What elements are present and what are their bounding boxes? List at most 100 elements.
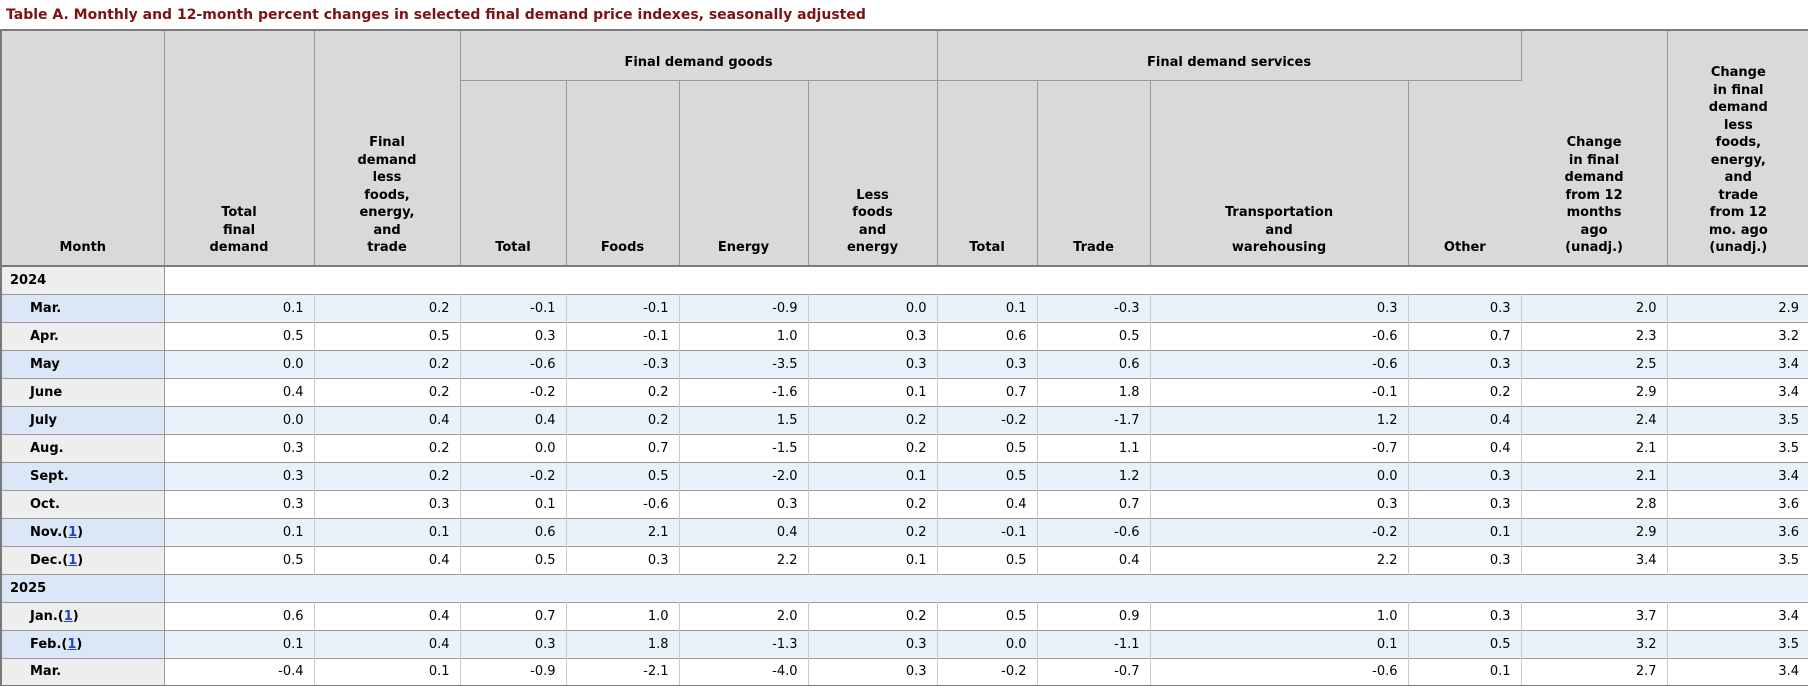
value-cell: 0.1 [164,629,315,658]
value-cell: 0.6 [460,517,567,546]
value-cell: 0.3 [314,489,461,518]
value-cell: 0.2 [314,461,461,490]
col-header-change-12mo-less: Change in final demand less foods, energ… [1667,30,1808,267]
value-cell: 3.6 [1667,489,1808,518]
footnote-link[interactable]: 1 [68,524,78,540]
value-cell: 3.2 [1521,629,1668,658]
table-header: Month Total final demand Final demand le… [1,30,1808,267]
value-cell: 3.5 [1667,433,1808,462]
value-cell: 1.8 [566,629,680,658]
footnote-link[interactable]: 1 [67,636,77,652]
value-cell: 0.7 [937,377,1038,406]
month-cell: Oct. [1,489,165,518]
col-header-services-total: Total [937,80,1038,267]
value-cell: -0.6 [1037,517,1151,546]
value-cell: 0.4 [460,405,567,434]
value-cell: 0.3 [460,321,567,350]
month-cell: July [1,405,165,434]
value-cell: 0.6 [164,601,315,630]
value-cell: 0.1 [164,517,315,546]
table-row: Mar. 0.1 0.2 -0.1 -0.1 -0.9 0.0 0.1 -0.3 0.3 0.3 2.… [1,293,1808,322]
value-cell: -1.7 [1037,405,1151,434]
value-cell: 0.4 [314,629,461,658]
value-cell: 0.1 [1150,629,1409,658]
value-cell: 0.1 [460,489,567,518]
col-header-services-other: Other [1408,80,1522,267]
value-cell: 0.2 [314,433,461,462]
value-cell: -2.0 [679,461,809,490]
value-cell: 2.1 [566,517,680,546]
value-cell: 2.1 [1521,433,1668,462]
table-row: Oct. 0.3 0.3 0.1 -0.6 0.3 0.2 0.4 0.7 0.3 0.3 2.8 3.… [1,489,1808,518]
value-cell: 1.2 [1150,405,1409,434]
col-header-goods-foods: Foods [566,80,680,267]
col-header-goods-total: Total [460,80,567,267]
sub-header-row: Total Foods Energy Less foods and energy… [1,80,1808,267]
table-row: Mar. -0.4 0.1 -0.9 -2.1 -4.0 0.3 -0.2 -0.7 -0.6 0.… [1,657,1808,686]
value-cell: 2.1 [1521,461,1668,490]
value-cell: 0.5 [937,545,1038,574]
table-body: 2024 Mar. 0.1 0.2 -0.1 -0.1 -0.9 0.0 0.1 -0.3 0.3 0… [1,265,1808,686]
value-cell: -4.0 [679,657,809,686]
value-cell: 0.3 [808,349,938,378]
footnote-link[interactable]: 1 [63,608,73,624]
value-cell: 2.3 [1521,321,1668,350]
value-cell: 3.4 [1521,545,1668,574]
table-row: Feb.(1) 0.1 0.4 0.3 1.8 -1.3 0.3 0.0 -1.1 0.1 0.5 3… [1,629,1808,658]
value-cell: 0.1 [937,293,1038,322]
value-cell: 0.3 [164,461,315,490]
value-cell: 2.8 [1521,489,1668,518]
value-cell: 3.5 [1667,405,1808,434]
year-row-spacer [164,265,1808,294]
value-cell: 2.7 [1521,657,1668,686]
value-cell: 0.3 [1408,349,1522,378]
value-cell: 2.0 [679,601,809,630]
month-cell: June [1,377,165,406]
value-cell: 0.3 [1408,461,1522,490]
value-cell: 3.4 [1667,657,1808,686]
month-cell: Jan.(1) [1,601,165,630]
table-row: May 0.0 0.2 -0.6 -0.3 -3.5 0.3 0.3 0.6 -0.6 0.3 2.5… [1,349,1808,378]
price-index-table: Month Total final demand Final demand le… [0,29,1808,686]
value-cell: 3.4 [1667,349,1808,378]
value-cell: 0.5 [1408,629,1522,658]
value-cell: 0.1 [164,293,315,322]
value-cell: 0.2 [314,293,461,322]
value-cell: 0.3 [164,433,315,462]
month-cell: Feb.(1) [1,629,165,658]
footnote-link[interactable]: 1 [68,552,78,568]
value-cell: 0.1 [1408,657,1522,686]
value-cell: 0.1 [314,657,461,686]
value-cell: 0.3 [808,657,938,686]
value-cell: -0.9 [679,293,809,322]
value-cell: -0.6 [566,489,680,518]
col-header-services-trade: Trade [1037,80,1151,267]
value-cell: 0.2 [314,349,461,378]
value-cell: 0.1 [808,461,938,490]
value-cell: 0.5 [1037,321,1151,350]
value-cell: 0.5 [937,433,1038,462]
value-cell: 0.1 [314,517,461,546]
value-cell: 0.2 [808,433,938,462]
year-cell: 2025 [1,573,165,602]
value-cell: 3.5 [1667,545,1808,574]
value-cell: 1.0 [679,321,809,350]
col-header-fd-less-foods-energy-trade: Final demand less foods, energy, and tra… [314,30,461,267]
value-cell: -1.6 [679,377,809,406]
value-cell: 0.3 [808,629,938,658]
value-cell: 0.5 [937,461,1038,490]
value-cell: 3.4 [1667,377,1808,406]
value-cell: 2.9 [1521,517,1668,546]
value-cell: 0.4 [164,377,315,406]
table-row: Nov.(1) 0.1 0.1 0.6 2.1 0.4 0.2 -0.1 -0.6 -0.2 0.1… [1,517,1808,546]
value-cell: 0.9 [1037,601,1151,630]
value-cell: 1.1 [1037,433,1151,462]
value-cell: 0.3 [1408,601,1522,630]
month-cell: Aug. [1,433,165,462]
value-cell: 3.6 [1667,517,1808,546]
value-cell: 0.2 [566,405,680,434]
value-cell: 0.3 [1150,293,1409,322]
value-cell: 0.3 [808,321,938,350]
value-cell: -0.1 [460,293,567,322]
month-cell: Apr. [1,321,165,350]
